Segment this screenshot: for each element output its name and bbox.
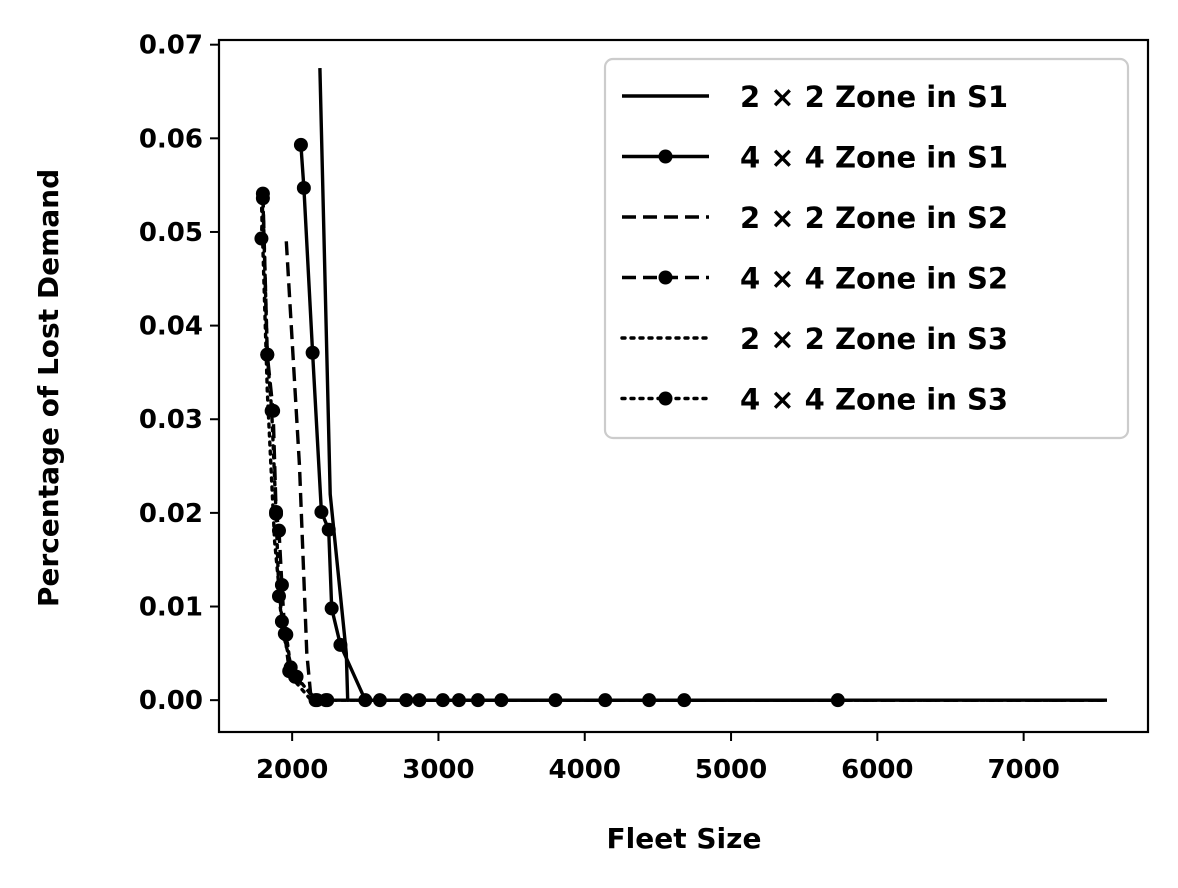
y-axis: 0.00 0.01 0.02 0.03 0.04 0.05 0.06 0.07 — [139, 31, 219, 716]
legend-label: 4 × 4 Zone in S1 — [740, 141, 1008, 175]
data-point — [255, 191, 270, 206]
data-point — [271, 589, 286, 604]
x-axis: 2000 3000 4000 5000 6000 7000 — [256, 732, 1060, 785]
series-line-5 — [259, 196, 329, 702]
data-point — [289, 669, 304, 684]
series-layer — [254, 68, 1109, 708]
x-tick-label: 4000 — [549, 755, 621, 785]
data-point — [254, 231, 269, 246]
data-point — [279, 627, 294, 642]
data-point — [274, 614, 289, 629]
data-point — [321, 522, 336, 537]
legend-marker — [658, 149, 673, 164]
data-point — [494, 693, 509, 708]
data-point — [333, 637, 348, 652]
x-tick-label: 2000 — [256, 755, 328, 785]
y-tick-label: 0.01 — [139, 593, 203, 623]
legend-label: 4 × 4 Zone in S3 — [740, 383, 1008, 417]
x-tick-label: 5000 — [695, 755, 767, 785]
legend-label: 2 × 2 Zone in S2 — [740, 201, 1008, 235]
y-tick-label: 0.00 — [139, 686, 203, 716]
y-tick-label: 0.04 — [139, 312, 203, 342]
y-tick-label: 0.02 — [139, 499, 203, 529]
data-point — [269, 506, 284, 521]
y-tick-label: 0.07 — [139, 31, 203, 61]
x-axis-label: Fleet Size — [607, 822, 762, 855]
legend-marker — [658, 270, 673, 285]
legend: 2 × 2 Zone in S1 4 × 4 Zone in S1 2 × 2 Zo… — [603, 57, 1130, 440]
x-tick-label: 7000 — [987, 755, 1059, 785]
data-point — [260, 347, 275, 362]
data-point — [293, 137, 308, 152]
data-point — [324, 601, 339, 616]
y-tick-label: 0.05 — [139, 218, 203, 248]
plot-area-frame — [217, 38, 1150, 734]
data-point — [264, 403, 279, 418]
legend-marker — [658, 391, 673, 406]
y-axis-label: Percentage of Lost Demand — [32, 169, 65, 607]
data-point — [305, 345, 320, 360]
data-point — [308, 693, 323, 708]
legend-label: 2 × 2 Zone in S3 — [740, 322, 1008, 356]
legend-label: 4 × 4 Zone in S2 — [740, 262, 1008, 296]
y-tick-label: 0.03 — [139, 405, 203, 435]
legend-box — [603, 57, 1130, 440]
data-point — [320, 693, 335, 708]
legend-label: 2 × 2 Zone in S1 — [740, 80, 1008, 114]
x-tick-label: 6000 — [841, 755, 913, 785]
x-tick-label: 3000 — [402, 755, 474, 785]
data-point — [296, 180, 311, 195]
y-tick-label: 0.06 — [139, 124, 203, 154]
data-point — [314, 504, 329, 519]
